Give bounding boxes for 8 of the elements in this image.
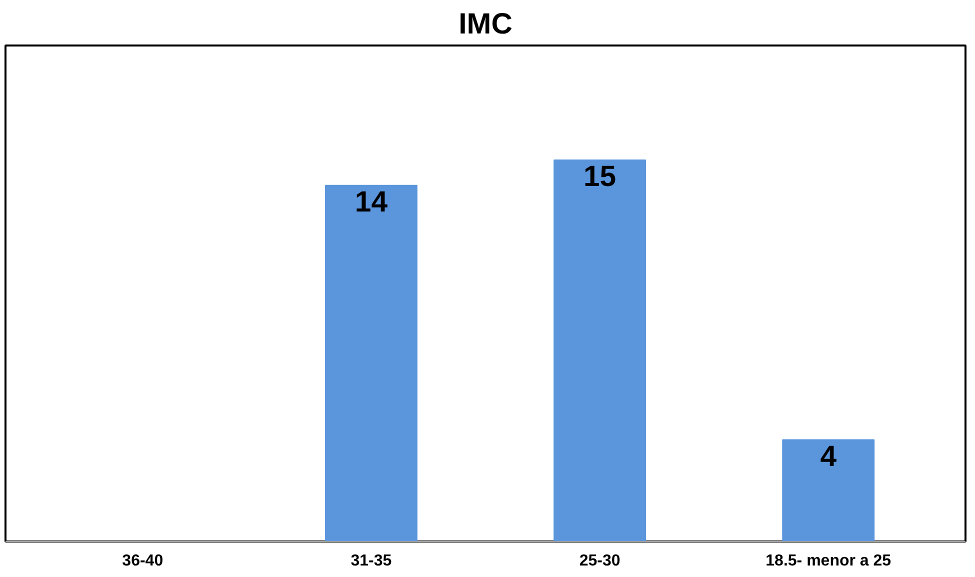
x-tick-label: 18.5- menor a 25 (766, 552, 892, 570)
data-label: 15 (583, 160, 616, 193)
x-tick-label: 31-35 (350, 552, 392, 570)
chart-title: IMC (458, 8, 512, 40)
x-tick-label: 25-30 (579, 552, 620, 570)
x-tick-label: 36-40 (122, 552, 164, 570)
data-label: 14 (354, 185, 388, 218)
data-label: 4 (820, 440, 838, 473)
